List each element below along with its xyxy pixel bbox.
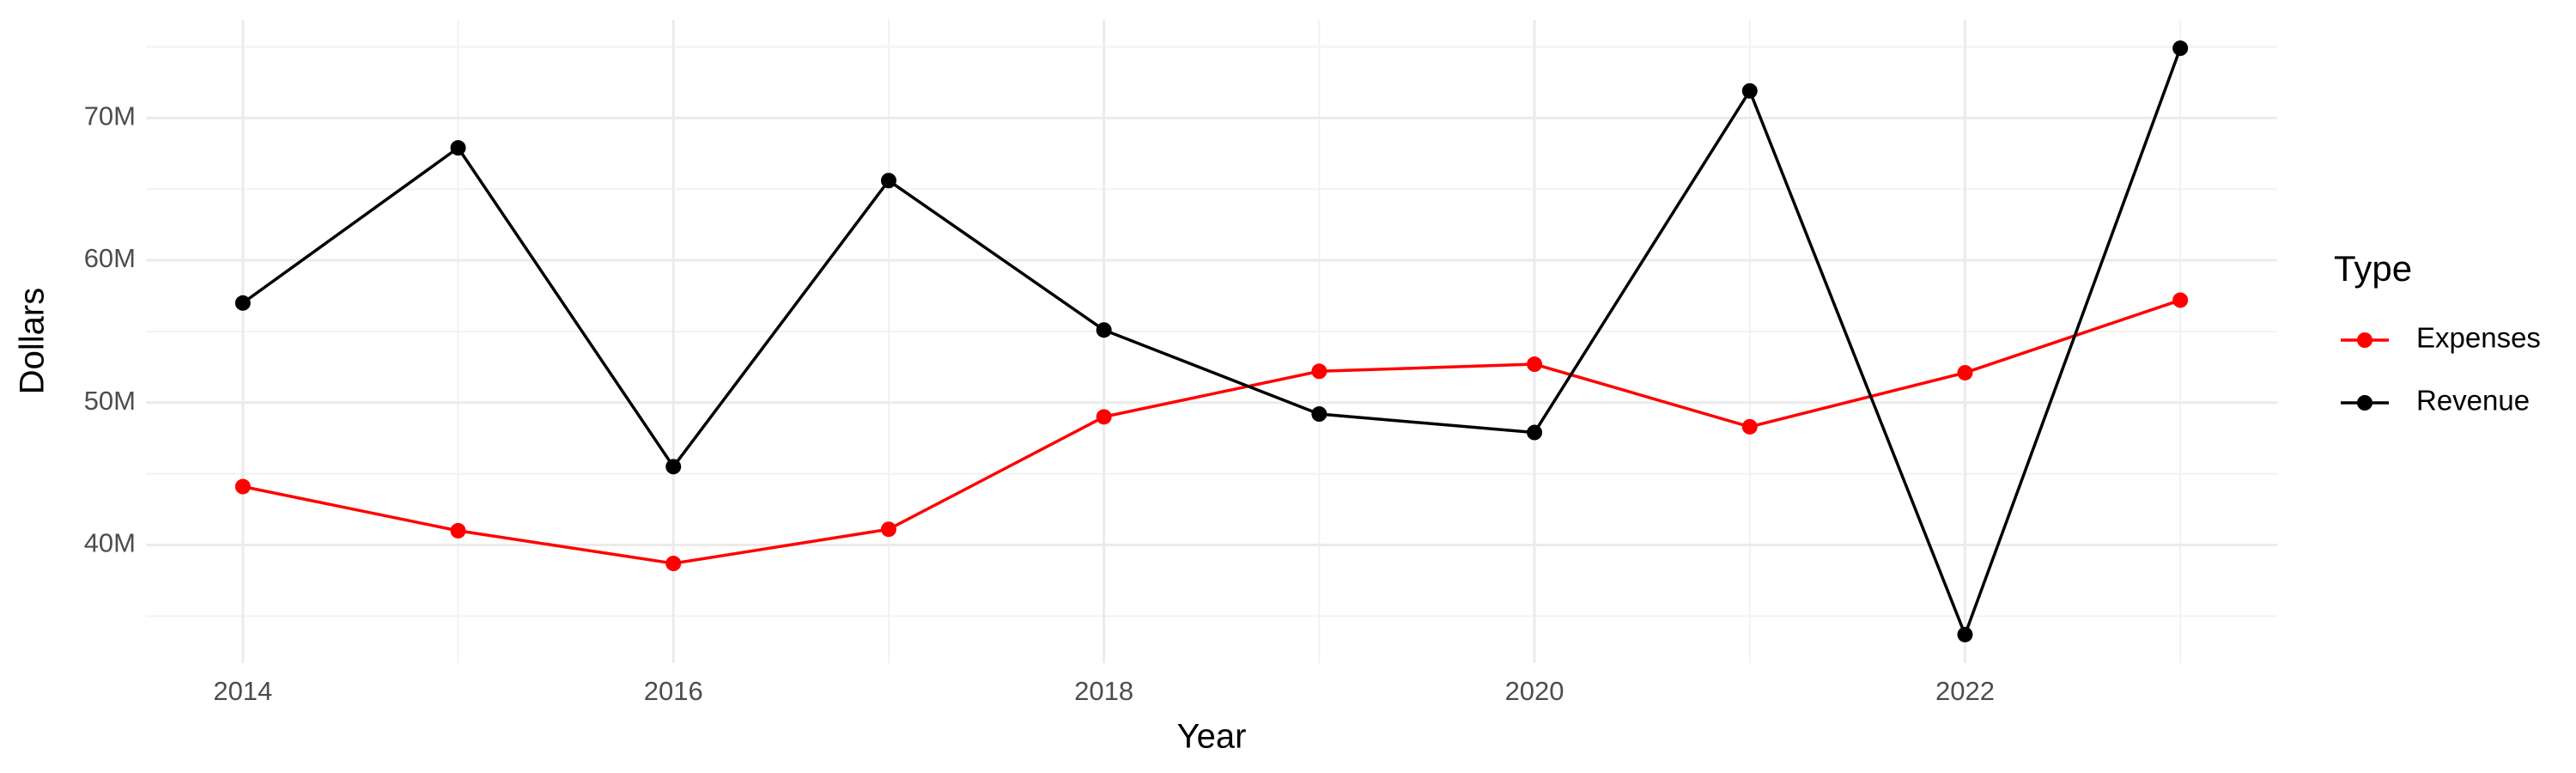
data-point (880, 521, 896, 538)
data-point (1527, 356, 1543, 373)
data-point (1311, 363, 1327, 380)
data-point (2172, 40, 2189, 57)
y-tick-label: 40M (84, 528, 136, 558)
data-point (1096, 322, 1112, 338)
x-tick-label: 2018 (1074, 676, 1133, 706)
y-tick-label: 60M (84, 243, 136, 273)
x-tick-label: 2016 (644, 676, 703, 706)
data-point (1311, 406, 1327, 423)
y-axis-title: Dollars (14, 288, 52, 394)
data-point (880, 173, 896, 189)
legend-label: Expenses (2416, 322, 2541, 354)
data-point (665, 459, 682, 475)
x-tick-label: 2020 (1505, 676, 1564, 706)
data-point (234, 295, 251, 311)
legend-key-point (2357, 395, 2372, 411)
legend-title: Type (2334, 248, 2412, 289)
data-point (450, 140, 466, 156)
data-point (450, 522, 466, 539)
grid (146, 20, 2277, 663)
data-point (1741, 82, 1758, 99)
series-line (241, 47, 2182, 639)
data-point (1096, 409, 1112, 425)
data-point (1957, 364, 1973, 380)
legend-label: Revenue (2416, 385, 2530, 417)
series-line (242, 298, 2181, 565)
y-tick-label: 50M (84, 386, 136, 416)
data-point (234, 478, 251, 495)
x-tick-label: 2014 (213, 676, 272, 706)
legend-key-point (2357, 332, 2372, 348)
y-tick-label: 70M (84, 101, 136, 131)
x-tick-label: 2022 (1935, 676, 1995, 706)
x-axis-title: Year (1177, 718, 1247, 756)
data-point (1527, 424, 1543, 441)
data-point (1957, 626, 1973, 642)
data-point (665, 556, 682, 572)
data-point (1741, 418, 1758, 435)
data-point (2172, 292, 2189, 308)
